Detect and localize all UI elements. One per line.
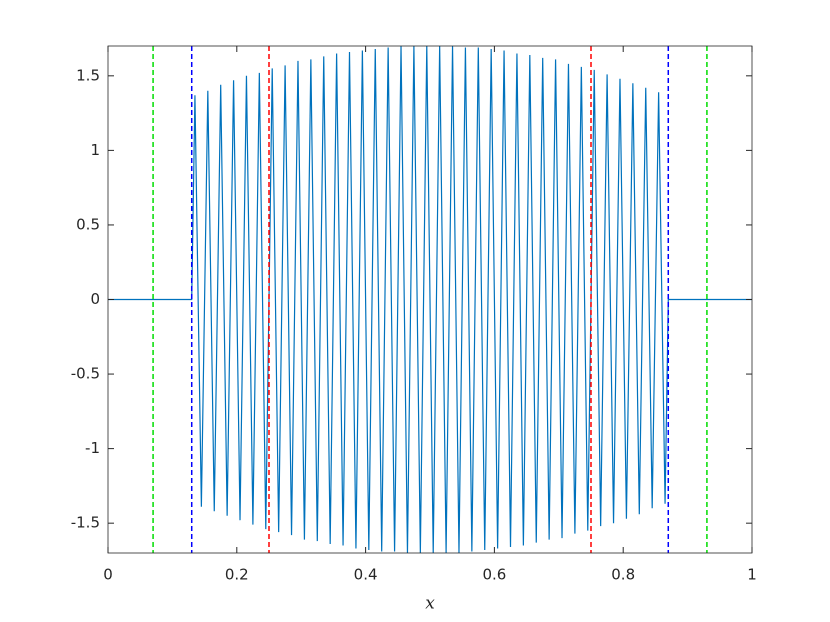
y-tick-label: -1 (85, 439, 100, 457)
y-tick-label: 0 (90, 290, 100, 308)
x-tick-label: 0 (103, 566, 113, 584)
x-tick-label: 0.4 (354, 566, 378, 584)
x-tick-label: 0.2 (225, 566, 249, 584)
data-line (108, 45, 752, 554)
x-tick-label: 1 (747, 566, 757, 584)
y-tick-label: 1 (90, 141, 100, 159)
y-tick-label: -1.5 (71, 514, 100, 532)
y-tick-label: 1.5 (76, 66, 100, 84)
x-tick-label: 0.8 (611, 566, 635, 584)
x-tick-label: 0.6 (482, 566, 506, 584)
y-tick-label: 0.5 (76, 215, 100, 233)
y-tick-label: -0.5 (71, 365, 100, 383)
x-axis-label: x (425, 594, 435, 614)
